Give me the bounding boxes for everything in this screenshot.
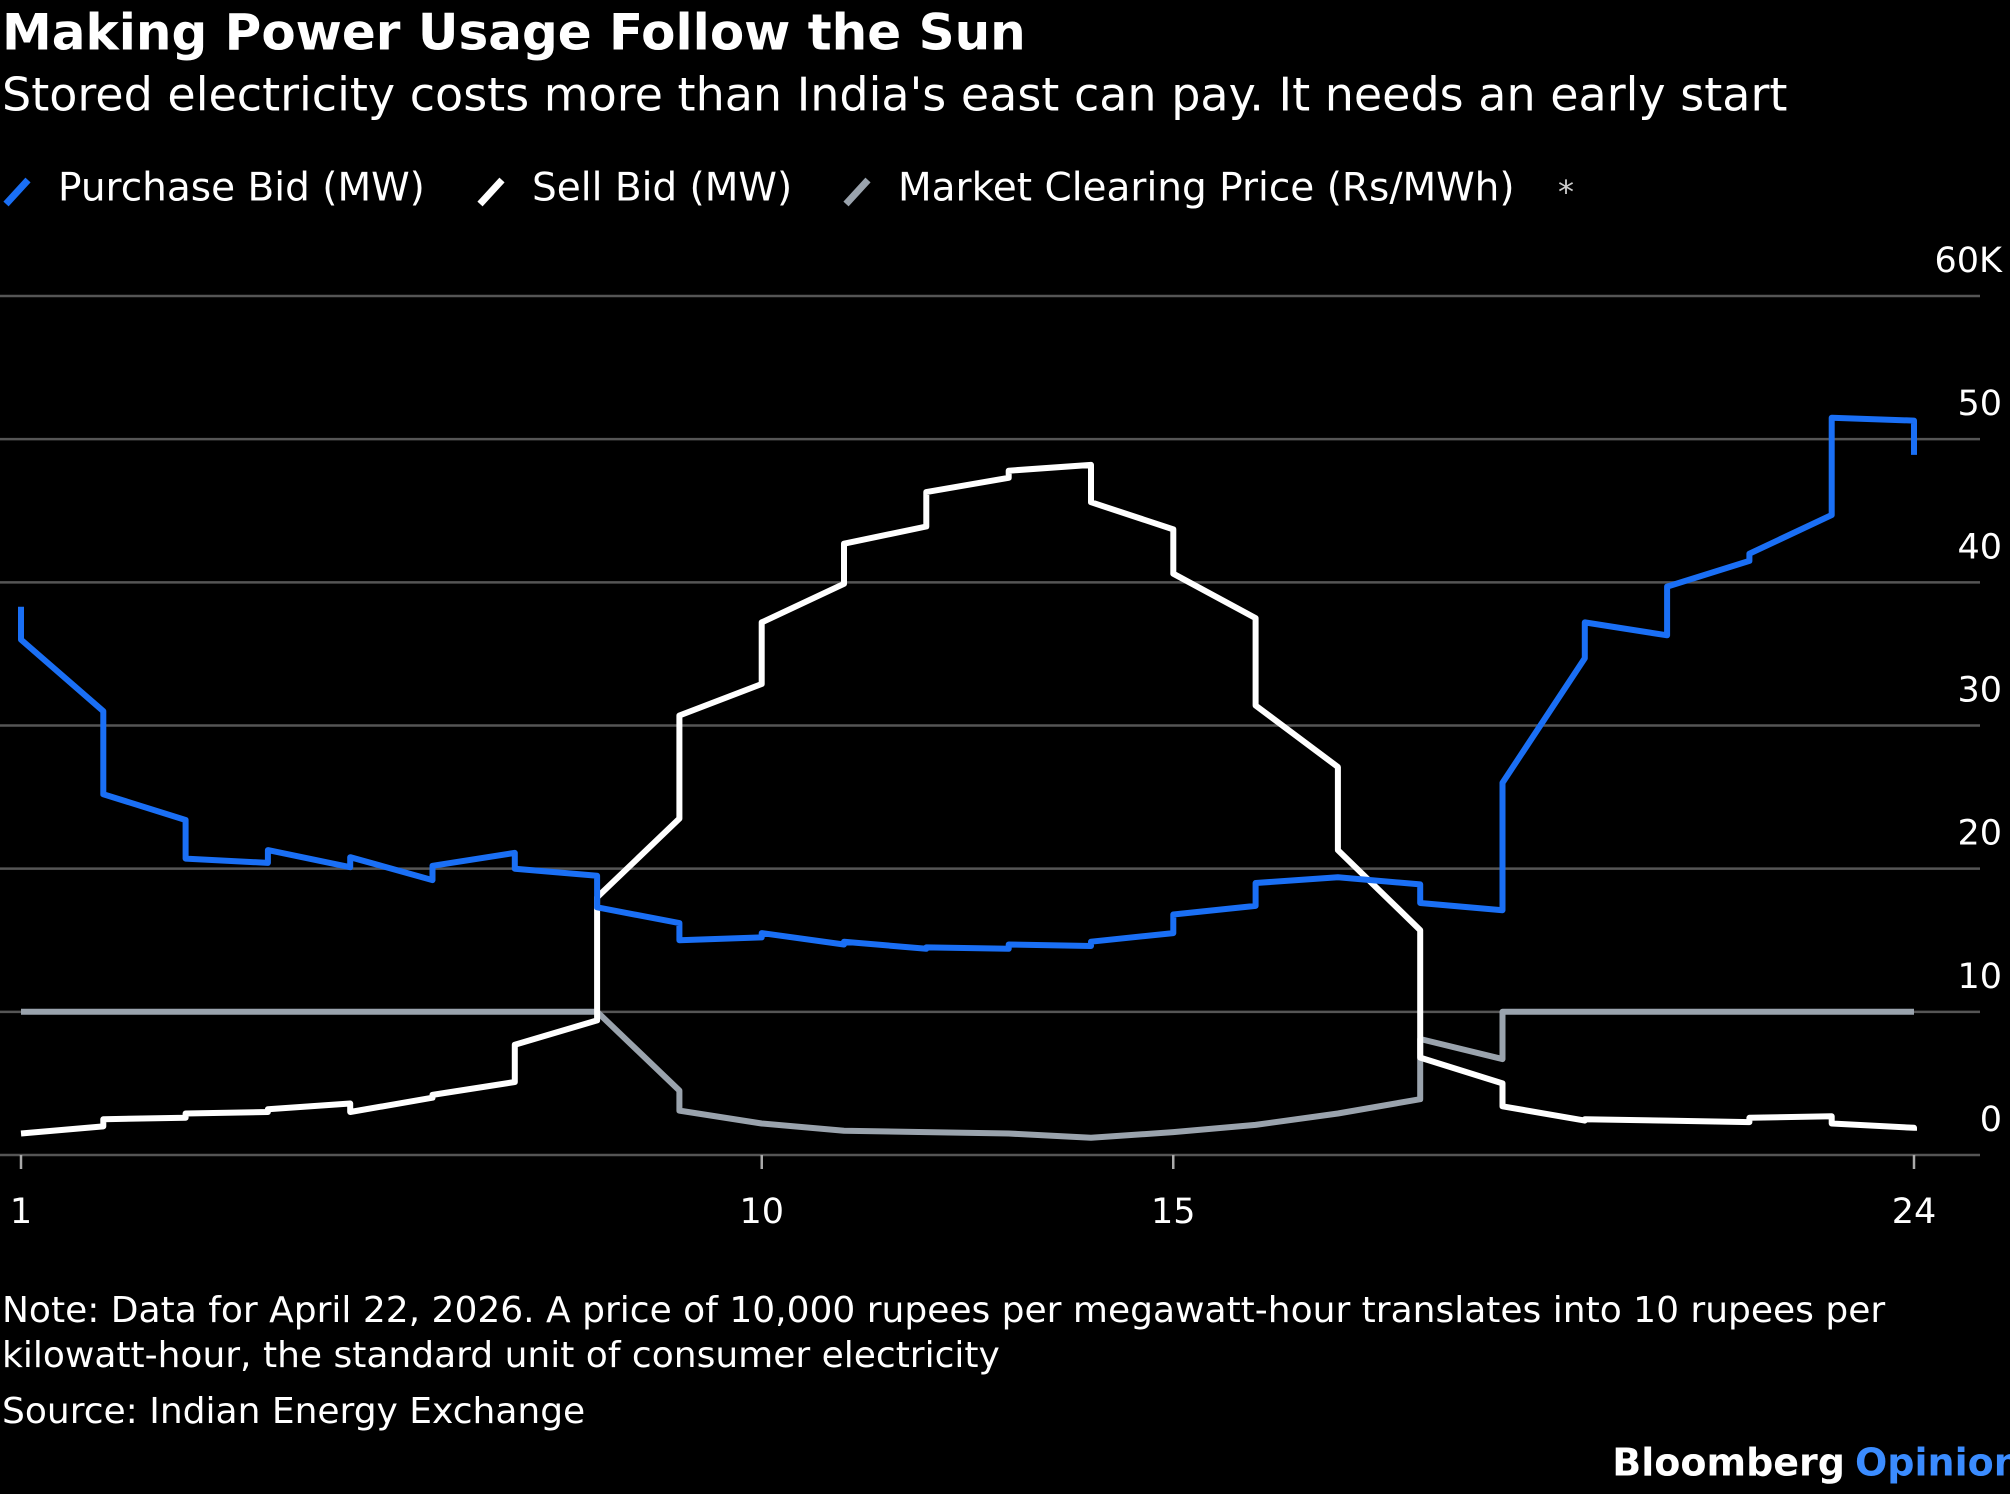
legend-label: Sell Bid (MW) (532, 166, 792, 211)
x-tick-label: 24 (1892, 1192, 1937, 1232)
note: kilowatt-hour, the standard unit of cons… (2, 1335, 1000, 1376)
legend-note: * (1558, 173, 1574, 211)
legend-swatch (3, 177, 31, 207)
legend-label: Market Clearing Price (Rs/MWh) (898, 166, 1515, 211)
y-tick-label: 40 (1957, 527, 2002, 567)
legend-swatch (477, 177, 505, 207)
series-line (21, 1008, 1914, 1141)
x-tick-label: 1 (10, 1192, 32, 1232)
brand-accent: Opinion (1855, 1441, 2010, 1485)
y-tick-label: 0 (1980, 1100, 2002, 1140)
y-tick-label: 60K (1935, 241, 2004, 281)
y-tick-label: 30 (1957, 671, 2002, 711)
series-line (20, 461, 1917, 1137)
chart-subtitle: Stored electricity costs more than India… (2, 68, 1787, 122)
brand: Bloomberg (1612, 1441, 1845, 1485)
legend-swatch (843, 177, 871, 207)
note: Note: Data for April 22, 2026. A price o… (2, 1290, 1885, 1331)
y-tick-label: 10 (1957, 957, 2002, 997)
series-line (18, 414, 1917, 952)
source: Source: Indian Energy Exchange (2, 1391, 585, 1432)
x-tick-label: 15 (1151, 1192, 1196, 1232)
y-tick-label: 50 (1957, 384, 2002, 424)
chart-title: Making Power Usage Follow the Sun (2, 4, 1026, 62)
legend-label: Purchase Bid (MW) (58, 166, 425, 211)
y-tick-label: 20 (1957, 814, 2002, 854)
x-tick-label: 10 (739, 1192, 784, 1232)
